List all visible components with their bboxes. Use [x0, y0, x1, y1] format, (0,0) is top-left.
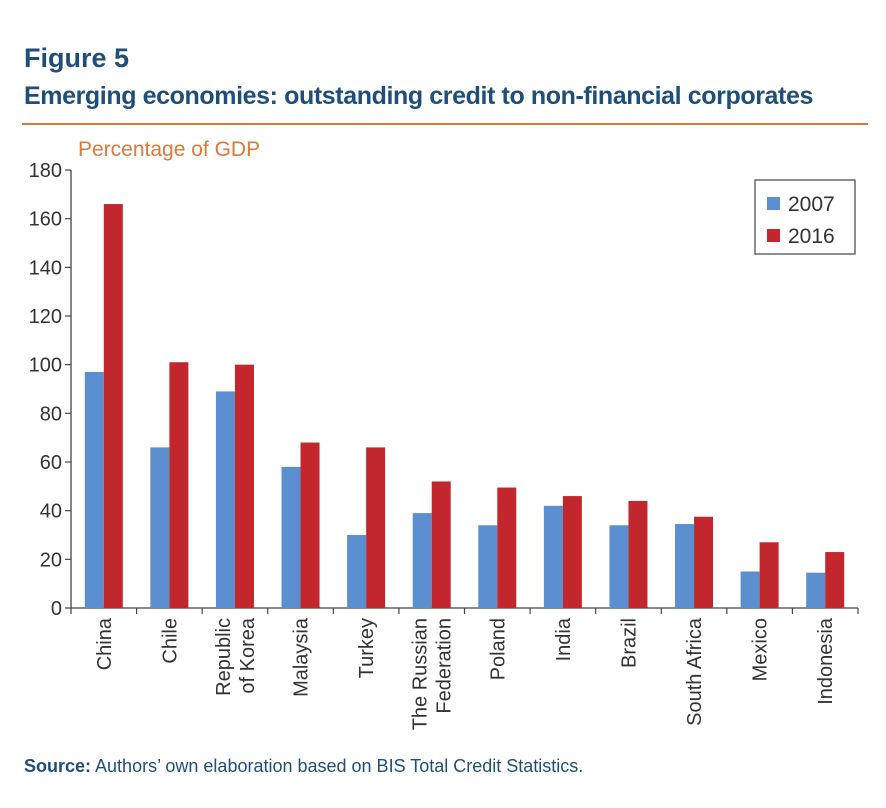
legend-label-2016: 2016	[788, 225, 835, 248]
category-label: Chile	[159, 618, 181, 664]
title-rule	[22, 123, 868, 125]
bar-2007	[675, 524, 695, 608]
bar-2007	[347, 535, 367, 608]
bar-2016	[169, 362, 189, 608]
bar-2007	[84, 371, 104, 608]
bar-2007	[412, 513, 432, 608]
bar-2007	[478, 525, 498, 608]
category-label: Poland	[487, 618, 509, 680]
bar-2016	[103, 204, 123, 609]
legend-label-2007: 2007	[788, 193, 835, 216]
plot-area: 0 20 40 60 80 100 120 140 160 180 China Chile Republ…	[29, 160, 859, 730]
y-tick-label: 180	[29, 160, 62, 182]
bar-2016	[497, 487, 517, 608]
bar-2007	[281, 466, 301, 608]
y-tick-label: 140	[29, 257, 62, 279]
bar-2016	[694, 516, 714, 608]
bar-2016	[431, 481, 451, 608]
bar-2007	[740, 571, 760, 608]
y-tick-label: 0	[51, 598, 62, 620]
category-label: Turkey	[356, 618, 378, 678]
figure-title: Emerging economies: outstanding credit t…	[24, 82, 813, 110]
y-tick-label: 120	[29, 306, 62, 328]
category-label: South Africa	[684, 617, 706, 726]
bar-2016	[628, 500, 648, 608]
unit-label: Percentage of GDP	[78, 138, 260, 161]
category-label: Republic	[213, 618, 235, 696]
source-text: Authors’ own elaboration based on BIS To…	[91, 756, 584, 776]
bar-2007	[806, 572, 826, 608]
legend-swatch-2016	[767, 229, 780, 242]
figure-label: Figure 5	[24, 43, 130, 73]
bar-2016	[562, 496, 582, 608]
category-label: Indonesia	[815, 617, 837, 705]
source-note: Source: Authors’ own elaboration based o…	[24, 756, 583, 777]
category-label: Malaysia	[291, 617, 313, 697]
y-tick-label: 40	[40, 501, 62, 523]
bar-chart: Percentage of GDP 0 20 40 60 80 100 120 140 160 1…	[29, 138, 859, 730]
y-tick-label: 80	[40, 403, 62, 425]
category-label: China	[94, 617, 116, 670]
legend-swatch-2007	[767, 197, 780, 210]
category-label: Mexico	[750, 618, 772, 681]
source-label: Source:	[24, 756, 92, 776]
y-tick-label: 100	[29, 355, 62, 377]
category-label: Brazil	[618, 618, 640, 668]
bar-2007	[543, 505, 563, 608]
bar-2007	[150, 447, 170, 608]
bar-2016	[825, 552, 845, 608]
y-tick-label: 60	[40, 452, 62, 474]
category-label: The Russian	[410, 618, 432, 730]
category-label: of Korea	[237, 617, 259, 693]
bar-2007	[609, 525, 629, 608]
bar-2016	[366, 447, 386, 608]
y-tick-label: 160	[29, 209, 62, 231]
category-label: Federation	[434, 618, 456, 714]
bar-2016	[234, 364, 254, 608]
category-label: India	[553, 617, 575, 661]
bar-2007	[215, 391, 235, 608]
y-tick-label: 20	[40, 549, 62, 571]
bar-2016	[300, 442, 320, 608]
bar-2016	[759, 542, 779, 608]
